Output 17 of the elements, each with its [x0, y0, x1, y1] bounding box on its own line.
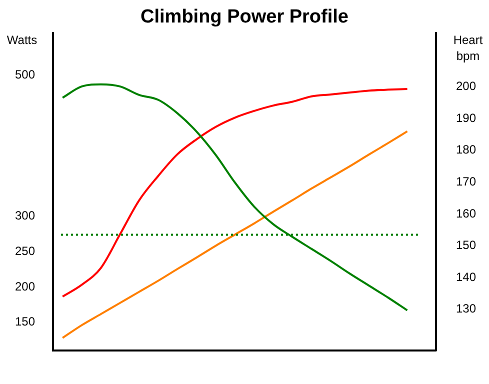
chart-title: Climbing Power Profile [140, 6, 348, 28]
y2-tick-label: 150 [456, 238, 476, 252]
y-tick-label: 200 [14, 279, 36, 294]
y2-tick-label: 170 [456, 174, 476, 188]
y2-tick-label: 190 [456, 110, 476, 125]
y-tick-label: 300 [14, 208, 36, 223]
y2-tick-label: 160 [456, 206, 476, 220]
line-series [62, 130, 408, 339]
y2-axis-title: Heart bpm [453, 33, 484, 64]
y2-tick-label: 180 [456, 142, 476, 157]
y-tick-label: 250 [14, 244, 36, 258]
y-tick-label: 500 [14, 67, 36, 82]
y-axis-title: Watts [6, 33, 38, 48]
y-tick-label: 150 [14, 314, 36, 329]
y2-tick-label: 200 [456, 79, 476, 94]
y2-tick-label: 130 [456, 302, 476, 316]
y2-tick-label: 140 [456, 270, 476, 284]
